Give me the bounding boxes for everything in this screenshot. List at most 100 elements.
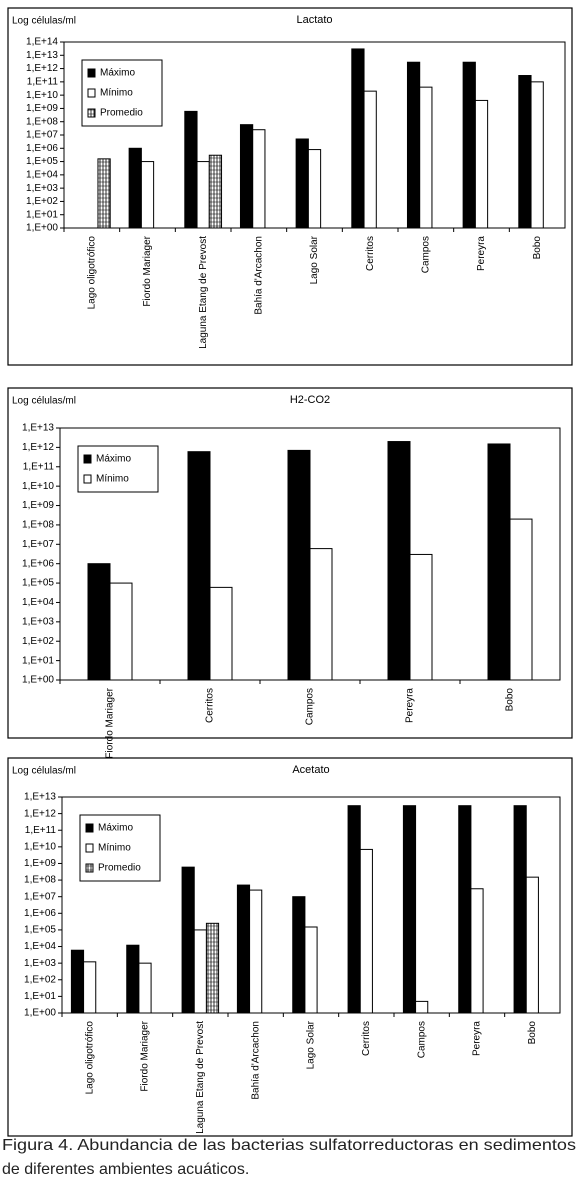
bar [509,518,533,681]
bar [138,962,152,1014]
x-tick-label: Fiordo Mariager [140,1020,151,1091]
y-tick-label: 1,E+05 [24,925,56,936]
x-tick-label: Pereyra [472,1021,483,1056]
x-tick-label: Bobo [532,236,543,260]
legend-label: Promedio [98,863,141,874]
bar [462,61,476,229]
legend-label: Promedio [100,108,143,119]
x-tick-label: Bahía d'Arcachon [250,1021,261,1100]
y-tick-label: 1,E+00 [22,675,54,686]
x-tick-label: Lago oligotrófico [84,1021,95,1095]
x-tick-label: Bahía d'Arcachon [253,236,264,315]
legend-label: Mínimo [100,88,133,99]
bar [415,1000,429,1014]
bar [525,876,539,1014]
legend-swatch [85,823,94,833]
y-tick-label: 1,E+05 [26,156,58,167]
bar [209,586,233,681]
bar [140,161,155,229]
bar [513,805,527,1014]
bar [208,154,223,229]
x-tick-label: Fiordo Mariager [105,687,116,758]
y-tick-label: 1,E+12 [22,442,54,453]
x-tick-label: Laguna Etang de Prevost [195,1021,206,1134]
bar [518,75,532,229]
bar [363,90,377,229]
caption-line: Figura 4. Abundancia de las bacterias su… [2,1137,576,1154]
bar [309,548,333,681]
y-tick-label: 1,E+12 [26,63,58,74]
y-tick-label: 1,E+03 [26,183,58,194]
x-tick-label: Pereyra [405,688,416,723]
y-tick-label: 1,E+04 [22,597,54,608]
y-axis-label: Log células/ml [12,16,76,27]
y-tick-label: 1,E+10 [22,481,54,492]
y-tick-label: 1,E+06 [24,908,56,919]
y-tick-label: 1,E+06 [26,143,58,154]
bar [359,848,373,1014]
y-tick-label: 1,E+04 [24,941,56,952]
y-tick-label: 1,E+02 [26,196,58,207]
x-tick-label: Bobo [505,688,516,712]
bar [205,922,220,1014]
x-tick-label: Campos [305,688,316,725]
y-tick-label: 1,E+04 [26,169,58,180]
y-tick-label: 1,E+08 [26,116,58,127]
y-tick-label: 1,E+07 [26,130,58,141]
legend-swatch [87,108,96,118]
y-tick-label: 1,E+01 [24,991,56,1002]
legend-label: Mínimo [98,843,131,854]
x-tick-label: Campos [416,1021,427,1058]
legend-swatch [83,454,92,464]
bar [128,147,142,229]
bar [307,149,322,229]
y-tick-label: 1,E+07 [24,891,56,902]
y-tick-label: 1,E+02 [22,636,54,647]
bar [97,158,111,229]
y-tick-label: 1,E+02 [24,974,56,985]
x-tick-label: Laguna Etang de Prevost [198,236,209,349]
bar [126,944,140,1014]
bar [304,926,318,1014]
y-tick-label: 1,E+12 [24,808,56,819]
legend-swatch [85,863,94,873]
bar [252,129,266,229]
bar [409,553,433,681]
bar [402,805,417,1014]
bar [458,805,472,1014]
y-tick-label: 1,E+03 [22,616,54,627]
y-tick-label: 1,E+09 [26,103,58,114]
y-tick-label: 1,E+13 [22,423,54,434]
legend-label: Máximo [96,454,131,465]
y-tick-label: 1,E+01 [26,209,58,220]
bar [249,889,263,1014]
chart-title: Acetato [292,764,329,776]
x-tick-label: Lago oligotrófico [86,236,97,310]
x-tick-label: Cerritos [205,688,216,723]
chart-title: H2-CO2 [290,394,330,406]
y-tick-label: 1,E+14 [26,37,58,48]
bar [87,563,111,681]
y-tick-label: 1,E+10 [26,90,58,101]
bar [295,138,309,229]
y-tick-label: 1,E+13 [26,50,58,61]
y-tick-label: 1,E+00 [24,1008,56,1019]
caption-line: de diferentes ambientes acuáticos. [2,1161,249,1178]
y-tick-label: 1,E+09 [24,858,56,869]
x-tick-label: Lago Solar [306,1020,317,1069]
legend-label: Máximo [100,68,135,79]
y-tick-label: 1,E+03 [24,958,56,969]
legend-label: Mínimo [96,474,129,485]
bar [187,451,211,681]
legend-swatch [83,474,92,484]
y-tick-label: 1,E+08 [22,520,54,531]
bar [292,896,306,1014]
y-axis-label: Log células/ml [12,766,76,777]
bar [470,888,484,1014]
bar [387,441,411,681]
y-tick-label: 1,E+11 [27,76,59,87]
y-tick-label: 1,E+05 [22,578,54,589]
legend-swatch [87,68,96,78]
y-tick-label: 1,E+08 [24,875,56,886]
y-tick-label: 1,E+07 [22,539,54,550]
